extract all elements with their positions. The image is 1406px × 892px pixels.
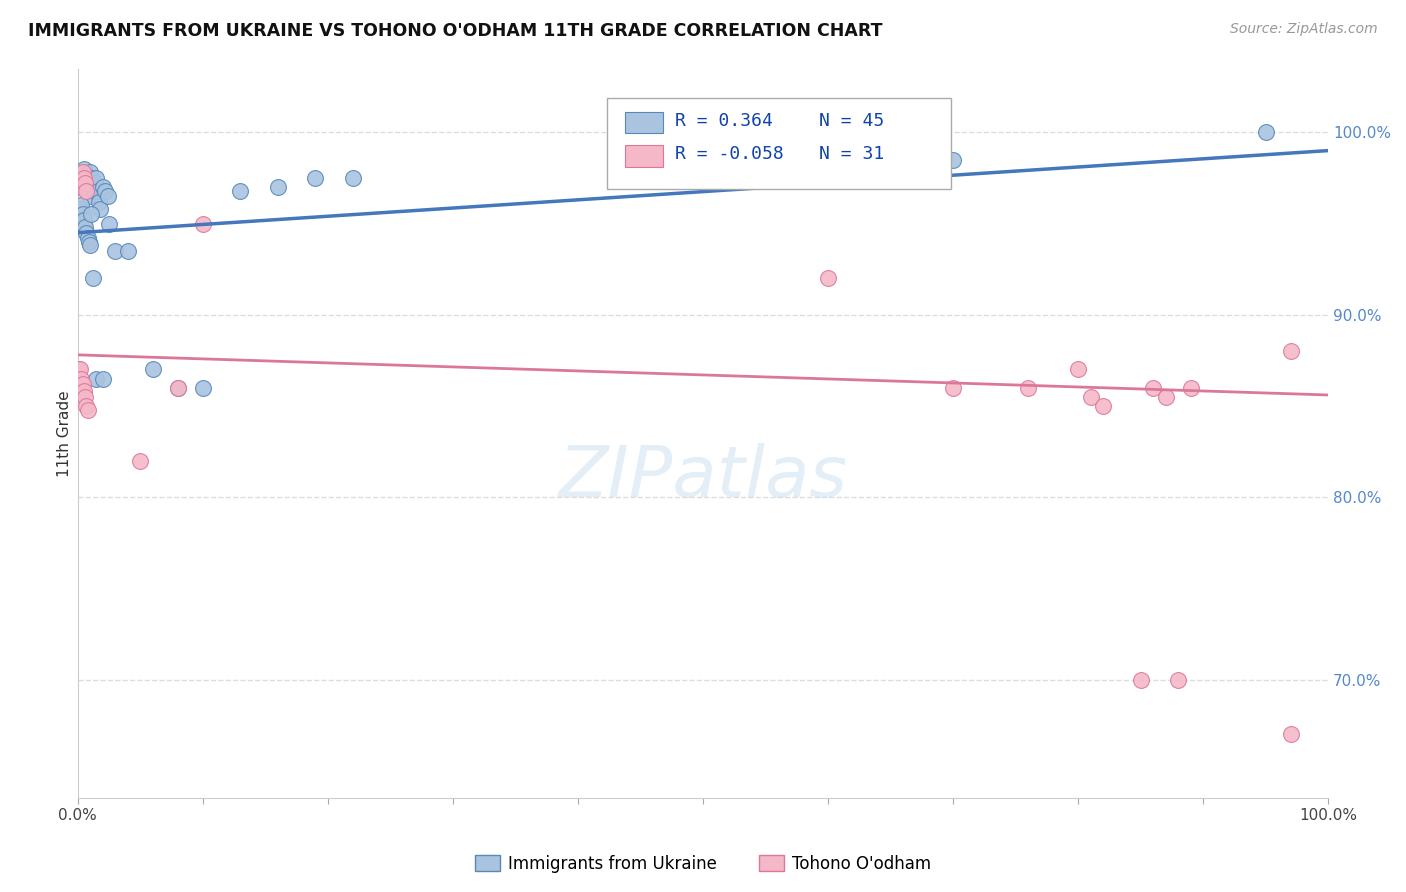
Point: [1129, 673, 1152, 687]
Point: [817, 271, 839, 285]
Point: [86, 170, 108, 185]
Point: [82, 271, 104, 285]
Point: [142, 362, 165, 376]
Point: [942, 381, 965, 395]
Point: [72, 377, 94, 392]
Point: [82, 180, 104, 194]
Point: [77, 235, 100, 249]
Text: R = 0.364: R = 0.364: [675, 112, 773, 129]
Bar: [626, 145, 662, 167]
Point: [75, 170, 97, 185]
Point: [69, 362, 91, 376]
Point: [73, 213, 96, 227]
Point: [1080, 390, 1102, 404]
Point: [1092, 399, 1115, 413]
Point: [86, 371, 108, 385]
Point: [83, 184, 105, 198]
Point: [1180, 381, 1202, 395]
Point: [72, 170, 94, 185]
Point: [69, 180, 91, 194]
Point: [84, 177, 107, 191]
Point: [79, 238, 101, 252]
Point: [73, 161, 96, 176]
Point: [89, 202, 111, 216]
Point: [87, 184, 110, 198]
Legend: Immigrants from Ukraine, Tohono O'odham: Immigrants from Ukraine, Tohono O'odham: [468, 848, 938, 880]
Point: [76, 184, 98, 198]
Point: [942, 153, 965, 167]
Point: [166, 381, 188, 395]
Point: [191, 381, 214, 395]
Point: [1167, 673, 1189, 687]
Text: ZIPatlas: ZIPatlas: [558, 442, 848, 512]
Point: [75, 177, 97, 191]
Point: [80, 207, 103, 221]
Point: [87, 194, 110, 209]
Point: [80, 170, 103, 185]
Text: Source: ZipAtlas.com: Source: ZipAtlas.com: [1230, 22, 1378, 37]
Point: [1254, 125, 1277, 139]
Point: [94, 184, 117, 198]
Point: [166, 381, 188, 395]
Text: R = -0.058: R = -0.058: [675, 145, 785, 163]
Bar: [626, 112, 662, 134]
Point: [1279, 727, 1302, 741]
Point: [72, 207, 94, 221]
Point: [304, 170, 326, 185]
Point: [97, 189, 120, 203]
Point: [79, 165, 101, 179]
Point: [76, 231, 98, 245]
Point: [1067, 362, 1090, 376]
Text: N = 45: N = 45: [820, 112, 884, 129]
Point: [1154, 390, 1177, 404]
Point: [72, 165, 94, 179]
Point: [76, 180, 98, 194]
Point: [67, 362, 90, 376]
Point: [77, 189, 100, 203]
Point: [229, 184, 252, 198]
FancyBboxPatch shape: [606, 98, 950, 189]
Point: [70, 170, 93, 185]
Point: [73, 384, 96, 399]
Point: [267, 180, 290, 194]
Point: [76, 184, 98, 198]
Point: [98, 217, 121, 231]
Point: [75, 390, 97, 404]
Text: IMMIGRANTS FROM UKRAINE VS TOHONO O'ODHAM 11TH GRADE CORRELATION CHART: IMMIGRANTS FROM UKRAINE VS TOHONO O'ODHA…: [28, 22, 883, 40]
Point: [69, 177, 91, 191]
Point: [91, 371, 114, 385]
Point: [342, 170, 364, 185]
Point: [76, 226, 98, 240]
Point: [69, 202, 91, 216]
Point: [70, 198, 93, 212]
Point: [1017, 381, 1039, 395]
Point: [91, 180, 114, 194]
Point: [75, 220, 97, 235]
Point: [76, 402, 98, 417]
Point: [76, 399, 98, 413]
Point: [1142, 381, 1164, 395]
Point: [129, 453, 152, 467]
Point: [117, 244, 139, 258]
Point: [1279, 344, 1302, 359]
Y-axis label: 11th Grade: 11th Grade: [58, 390, 72, 476]
Point: [191, 217, 214, 231]
Point: [73, 170, 96, 185]
Point: [104, 244, 127, 258]
Point: [67, 170, 90, 185]
Text: N = 31: N = 31: [820, 145, 884, 163]
Point: [70, 180, 93, 194]
Point: [70, 371, 93, 385]
